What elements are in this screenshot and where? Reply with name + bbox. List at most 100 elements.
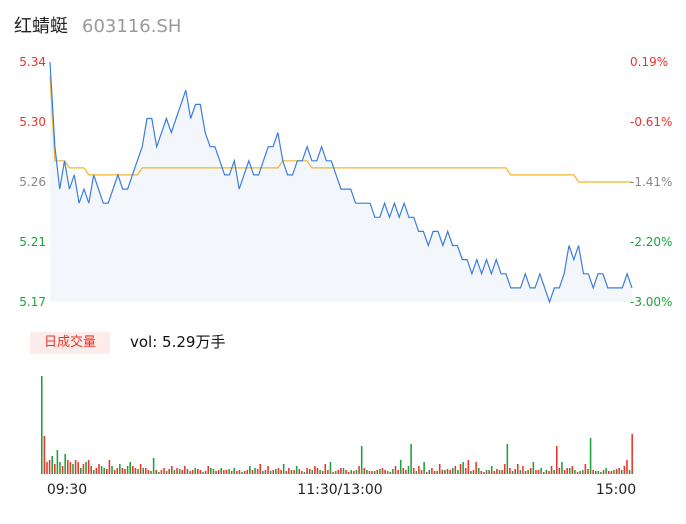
volume-bar [303, 472, 306, 474]
volume-bar [480, 471, 483, 474]
volume-bar [527, 470, 529, 474]
volume-bar [298, 469, 301, 474]
volume-bar [80, 468, 82, 474]
volume-bar [327, 470, 329, 474]
price-line [49, 61, 633, 304]
volume-bar [111, 466, 113, 474]
volume-bar [540, 468, 542, 474]
volume-bar [610, 471, 613, 474]
volume-bar [350, 470, 353, 474]
volume-bar [376, 470, 379, 474]
volume-bar [306, 468, 308, 474]
volume-bar [371, 471, 373, 474]
price-tick-label: 5.26 [19, 175, 46, 189]
volume-bar [282, 464, 285, 474]
volume-bar [537, 470, 540, 474]
volume-bar [501, 470, 503, 474]
volume-bar [142, 468, 144, 474]
volume-bar [607, 471, 610, 474]
volume-bar [82, 464, 85, 474]
volume-bar [550, 466, 553, 474]
volume-bar [532, 462, 535, 474]
volume-bar [163, 468, 165, 474]
volume-bar [85, 462, 87, 474]
volume-bar [176, 468, 178, 474]
volume-bar [178, 469, 181, 474]
volume-bar [449, 470, 451, 474]
volume-bar [516, 464, 519, 474]
volume-bar [464, 468, 467, 474]
volume-bar [548, 471, 550, 474]
volume-bar [129, 462, 131, 474]
volume-bar [597, 471, 600, 474]
volume-bar [228, 469, 230, 474]
volume-bar [423, 462, 425, 474]
volume-bar [165, 471, 168, 474]
volume-bar [353, 471, 355, 474]
volume-bar [529, 468, 532, 474]
volume-bar [236, 471, 238, 474]
volume-bar [535, 470, 537, 474]
volume-bar [392, 469, 394, 474]
volume-bar [571, 466, 574, 474]
volume-bar [54, 464, 56, 474]
volume-bar [584, 464, 587, 474]
volume-bar [152, 458, 155, 474]
volume-bar [566, 468, 568, 474]
volume-bar [467, 460, 470, 474]
volume-bar [441, 470, 444, 474]
volume-bar [316, 468, 319, 474]
volume-bar [574, 470, 576, 474]
volume-bar [615, 469, 618, 474]
volume-bar [483, 472, 485, 474]
volume-bar [191, 470, 194, 474]
volume-bar [194, 468, 197, 474]
volume-bar [145, 468, 147, 474]
volume-bar [113, 470, 116, 474]
volume-bar [579, 471, 581, 474]
volume-bar [233, 468, 236, 474]
volume-bar [311, 470, 314, 474]
volume-bar [425, 472, 428, 474]
price-tick-label: 5.21 [19, 235, 46, 249]
volume-bar [293, 470, 295, 474]
price-area [50, 62, 632, 302]
volume-bar [436, 471, 438, 474]
volume-bar [189, 471, 191, 474]
volume-bar [337, 470, 340, 474]
volume-bar [100, 466, 103, 474]
volume-bar [358, 466, 360, 474]
volume-bar [59, 462, 61, 474]
volume-bar [363, 468, 366, 474]
volume-bar [277, 468, 280, 474]
volume-bar [202, 472, 204, 474]
volume-bar [605, 468, 607, 474]
volume-bar [204, 471, 207, 474]
volume-bar [249, 466, 251, 474]
volume-bar [475, 462, 477, 474]
volume-bar [446, 469, 449, 474]
volume-bar [457, 470, 459, 474]
volume-bar [345, 470, 347, 474]
volume-bar [46, 462, 48, 474]
volume-bar [399, 460, 402, 474]
volume-bar [272, 470, 275, 474]
stock-header: 红蜻蜓 603116.SH [14, 12, 181, 40]
volume-bar [72, 464, 74, 474]
volume-bar [444, 470, 446, 474]
volume-bar [74, 460, 77, 474]
volume-bar [171, 466, 173, 474]
volume-bar [126, 466, 129, 474]
volume-bar [181, 470, 184, 474]
volume-bar [215, 471, 217, 474]
volume-bar [238, 470, 241, 474]
volume-bar [626, 460, 628, 474]
volume-bar [64, 454, 66, 474]
volume-bar [545, 470, 548, 474]
volume-bar [366, 470, 368, 474]
stock-name: 红蜻蜓 [14, 16, 68, 37]
volume-bar [217, 470, 220, 474]
volume-bar [134, 468, 137, 474]
volume-bar [553, 470, 555, 474]
volume-bar [462, 462, 464, 474]
